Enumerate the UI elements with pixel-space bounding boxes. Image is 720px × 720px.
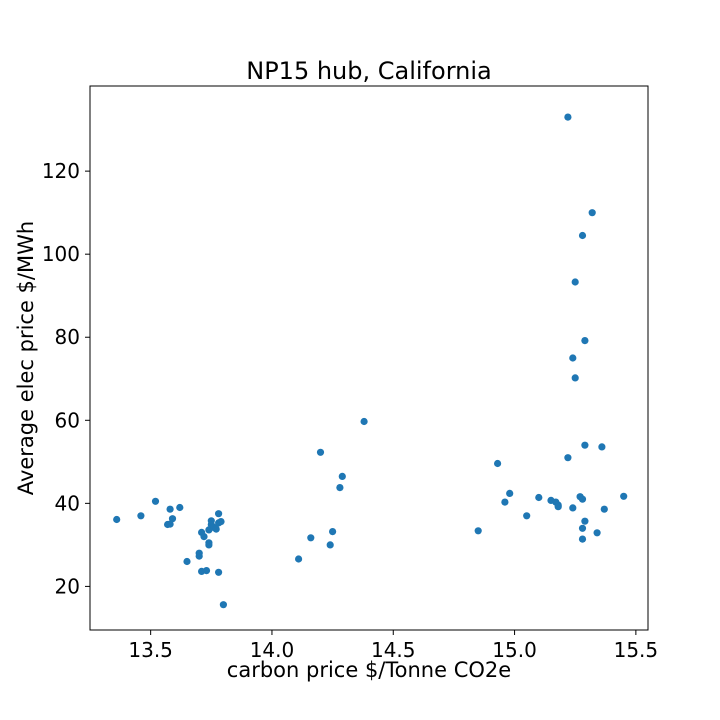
- data-point: [195, 549, 203, 557]
- data-point: [336, 484, 344, 492]
- data-point: [176, 503, 184, 512]
- data-point: [151, 497, 160, 505]
- x-tick-label: 15.0: [492, 638, 537, 662]
- data-point: [329, 528, 337, 536]
- data-point: [571, 374, 579, 382]
- y-tick-label: 20: [55, 574, 80, 598]
- data-point: [578, 524, 587, 532]
- y-tick-label: 40: [55, 491, 80, 515]
- data-point: [316, 448, 325, 456]
- data-point: [578, 535, 587, 543]
- data-point: [137, 512, 145, 520]
- x-axis-label: carbon price $/Tonne CO2e: [227, 658, 511, 682]
- data-point: [212, 525, 220, 533]
- x-tick-label: 15.5: [614, 638, 659, 662]
- x-tick-label: 14.0: [250, 638, 295, 662]
- y-tick-label: 120: [42, 159, 80, 183]
- x-axis-ticks: 13.5 14.0 14.5 15.0 15.5: [128, 630, 658, 662]
- x-tick-label: 13.5: [128, 638, 173, 662]
- data-point: [326, 541, 334, 549]
- data-point: [205, 541, 213, 549]
- y-tick-label: 100: [42, 242, 80, 266]
- data-point: [215, 510, 223, 518]
- data-point: [578, 495, 587, 503]
- data-point: [215, 568, 223, 576]
- x-tick-label: 14.5: [371, 638, 416, 662]
- data-point: [593, 529, 601, 537]
- y-tick-label: 60: [55, 408, 80, 432]
- data-point: [217, 518, 225, 526]
- data-point: [600, 505, 608, 513]
- data-point: [569, 504, 577, 512]
- data-point: [166, 505, 174, 513]
- data-point: [219, 601, 227, 609]
- data-point: [113, 515, 121, 524]
- data-point: [564, 113, 572, 121]
- data-point: [168, 515, 177, 523]
- data-point: [581, 517, 589, 525]
- data-point: [578, 231, 587, 240]
- data-point: [581, 337, 589, 345]
- data-point: [581, 441, 589, 449]
- data-point: [571, 278, 579, 286]
- data-point: [506, 489, 514, 497]
- data-point: [166, 520, 174, 528]
- data-point: [588, 209, 596, 217]
- y-tick-label: 80: [55, 325, 80, 349]
- data-point: [569, 354, 577, 362]
- data-point: [202, 567, 211, 575]
- data-point: [494, 459, 502, 468]
- data-point: [523, 512, 531, 520]
- y-axis-label: Average elec price $/MWh: [14, 221, 38, 495]
- data-point: [564, 454, 572, 462]
- data-point: [200, 533, 208, 541]
- data-point: [474, 527, 482, 535]
- data-point: [295, 555, 303, 563]
- data-point: [620, 492, 628, 500]
- data-point: [183, 557, 191, 566]
- plot-frame: [89, 85, 649, 631]
- data-points: [113, 113, 628, 609]
- data-point: [535, 493, 543, 502]
- y-axis-ticks: 20 40 60 80 100 120: [42, 159, 90, 598]
- data-point: [360, 417, 368, 426]
- data-point: [554, 503, 562, 511]
- data-point: [598, 443, 606, 451]
- data-point: [307, 534, 315, 542]
- chart-title: NP15 hub, California: [246, 57, 491, 85]
- data-point: [338, 472, 346, 480]
- data-point: [501, 498, 509, 506]
